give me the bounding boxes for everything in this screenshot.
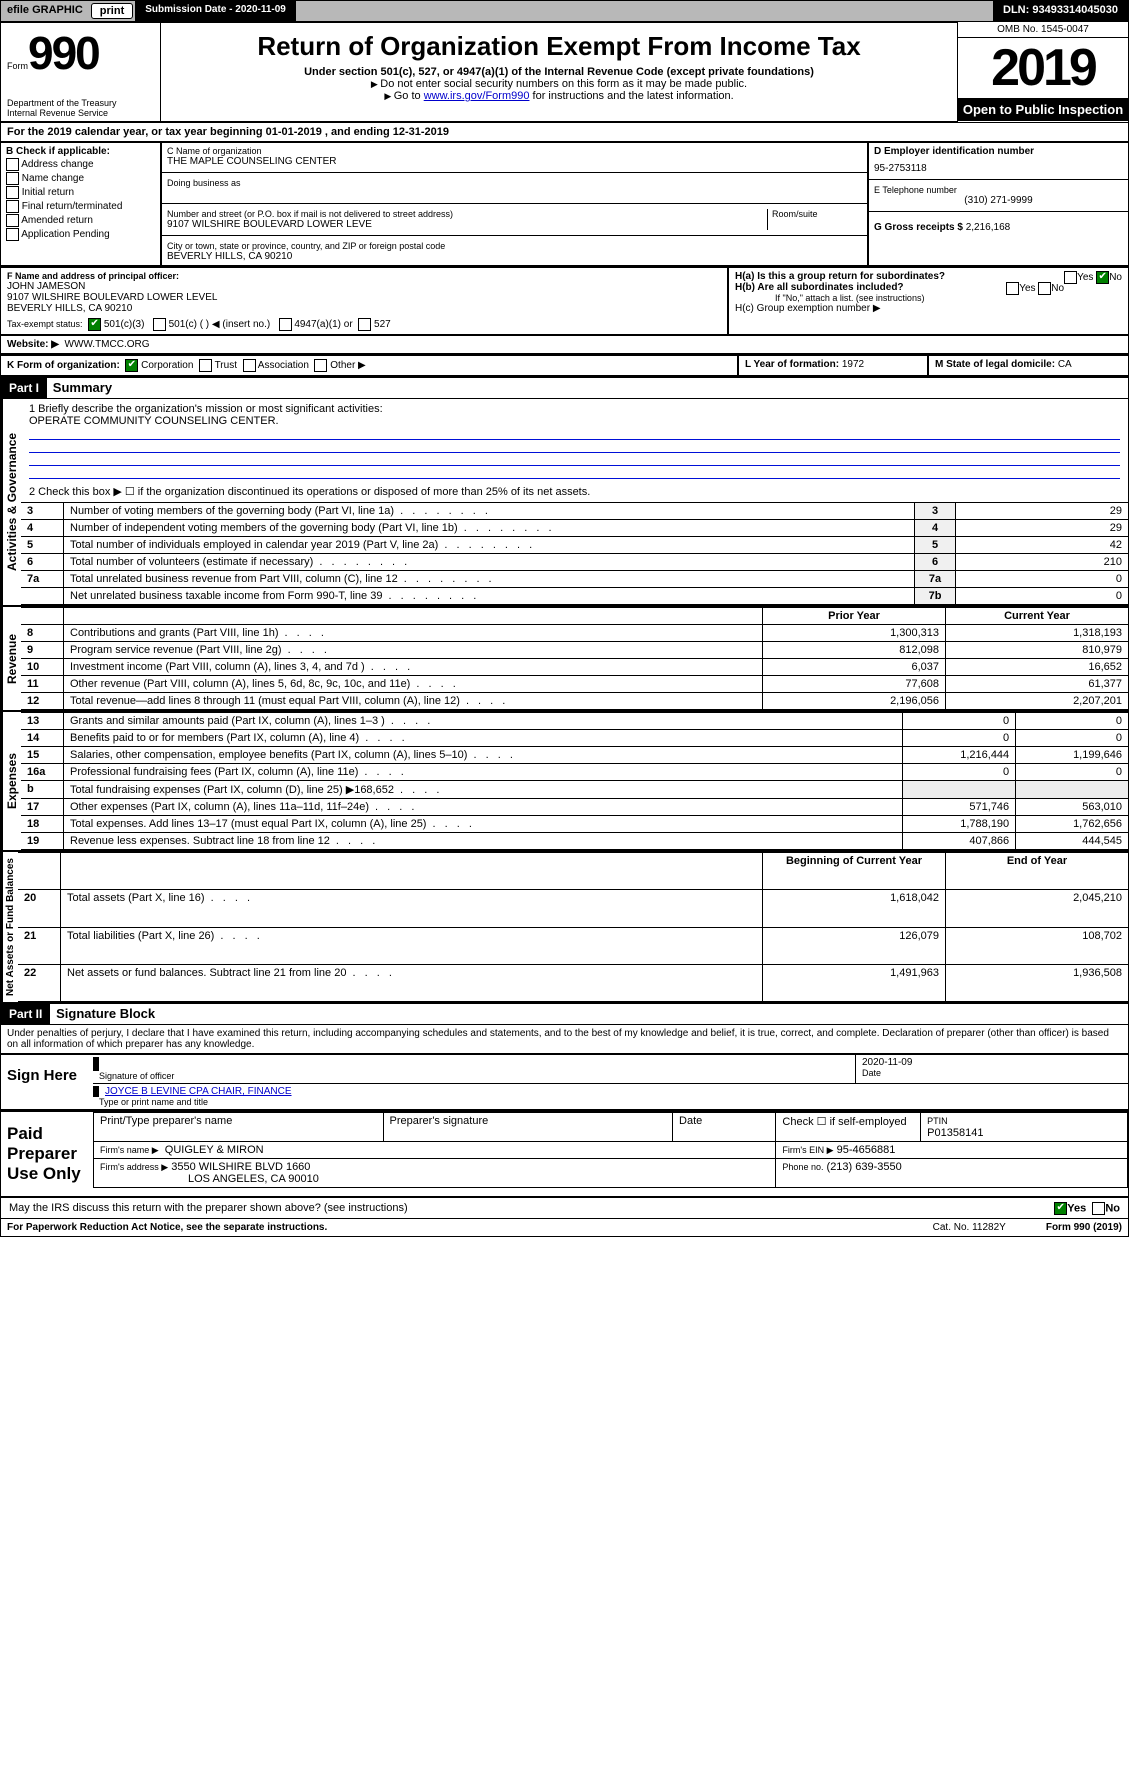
discuss-yes[interactable] [1054,1202,1067,1215]
hb-no[interactable] [1038,282,1051,295]
firm-address: 3550 WILSHIRE BLVD 1660 [171,1161,310,1173]
officer-address: 9107 WILSHIRE BOULEVARD LOWER LEVEL BEVE… [7,292,721,314]
state-domicile: CA [1058,359,1072,370]
ptin: P01358141 [927,1127,983,1139]
perjury-declaration: Under penalties of perjury, I declare th… [1,1025,1128,1053]
fh-row: F Name and address of principal officer:… [1,266,1128,335]
entity-block: B Check if applicable: Address change Na… [1,142,1128,266]
ha-no[interactable] [1096,271,1109,284]
part1-header: Part I Summary [1,376,1128,399]
block-deg: D Employer identification number 95-2753… [868,142,1128,266]
revenue-section: Revenue Prior Year Current Year8 Contrib… [1,605,1128,710]
year-formation: 1972 [842,359,864,370]
discuss-row: May the IRS discuss this return with the… [1,1197,1128,1218]
check-corporation[interactable] [125,359,138,372]
instructions-link[interactable]: www.irs.gov/Form990 [424,90,530,102]
vlabel-revenue: Revenue [1,607,21,710]
block-b: B Check if applicable: Address change Na… [1,142,161,266]
check-501c[interactable] [153,318,166,331]
check-pending[interactable]: Application Pending [6,228,155,241]
group-exemption: H(c) Group exemption number ▶ [735,303,1122,314]
check-trust[interactable] [199,359,212,372]
form-number: Form990 [7,26,154,80]
form-ref: Form 990 (2019) [1046,1222,1122,1233]
ssn-note: Do not enter social security numbers on … [165,78,953,90]
tax-period: For the 2019 calendar year, or tax year … [1,122,1128,142]
vlabel-netassets: Net Assets or Fund Balances [1,852,18,1002]
org-address: 9107 WILSHIRE BOULEVARD LOWER LEVE [167,219,767,230]
check-501c3[interactable] [88,318,101,331]
klm-row: K Form of organization: Corporation Trus… [1,354,1128,376]
submission-date: Submission Date - 2020-11-09 [135,1,296,21]
sign-date: 2020-11-09 [862,1057,1122,1068]
firm-ein: 95-4656881 [837,1144,896,1156]
org-name: THE MAPLE COUNSELING CENTER [167,156,862,167]
footer: For Paperwork Reduction Act Notice, see … [1,1218,1128,1236]
netassets-table: Beginning of Current Year End of Year20 … [18,852,1128,1002]
firm-name: QUIGLEY & MIRON [165,1144,264,1156]
check-final-return[interactable]: Final return/terminated [6,200,155,213]
goto-note: Go to www.irs.gov/Form990 for instructio… [165,90,953,102]
part2-header: Part II Signature Block [1,1002,1128,1025]
sign-here-block: Sign Here Signature of officer 2020-11-0… [1,1053,1128,1110]
block-c: C Name of organization THE MAPLE COUNSEL… [161,142,868,266]
form-container: efile GRAPHIC print Submission Date - 20… [0,0,1129,1237]
discuss-no[interactable] [1092,1202,1105,1215]
check-name-change[interactable]: Name change [6,172,155,185]
inspection-badge: Open to Public Inspection [958,98,1128,121]
vlabel-activities: Activities & Governance [1,399,21,605]
check-amended[interactable]: Amended return [6,214,155,227]
form-subtitle: Under section 501(c), 527, or 4947(a)(1)… [165,66,953,78]
tax-year: 2019 [958,38,1128,98]
department: Department of the Treasury Internal Reve… [7,98,154,118]
firm-phone: (213) 639-3550 [827,1161,902,1173]
part1-body: Activities & Governance 1 Briefly descri… [1,399,1128,605]
check-association[interactable] [243,359,256,372]
ha-yes[interactable] [1064,271,1077,284]
firm-city: LOS ANGELES, CA 90010 [100,1173,319,1185]
org-city: BEVERLY HILLS, CA 90210 [167,251,862,262]
paid-preparer-block: Paid Preparer Use Only Print/Type prepar… [1,1110,1128,1197]
telephone: (310) 271-9999 [874,195,1123,206]
officer-signer[interactable]: JOYCE B LEVINE CPA CHAIR, FINANCE [105,1086,292,1097]
efile-label: efile GRAPHIC [1,1,89,21]
check-address-change[interactable]: Address change [6,158,155,171]
expenses-section: Expenses 13 Grants and similar amounts p… [1,710,1128,850]
top-toolbar: efile GRAPHIC print Submission Date - 20… [1,1,1128,22]
year-box: OMB No. 1545-0047 2019 Open to Public In… [957,22,1128,122]
website-row: Website: ▶ WWW.TMCC.ORG [1,335,1128,354]
gross-receipts: G Gross receipts $ 2,216,168 [869,214,1128,241]
check-other[interactable] [314,359,327,372]
form-title: Return of Organization Exempt From Incom… [165,31,953,62]
expenses-table: 13 Grants and similar amounts paid (Part… [21,712,1128,850]
hb-yes[interactable] [1006,282,1019,295]
line2-discontinued: 2 Check this box ▶ ☐ if the organization… [29,485,1120,498]
print-button[interactable]: print [91,3,133,19]
check-initial-return[interactable]: Initial return [6,186,155,199]
header-row: Form990 Department of the Treasury Inter… [1,22,1128,122]
dln-label: DLN: 93493314045030 [993,1,1128,21]
mission-text: OPERATE COMMUNITY COUNSELING CENTER. [29,415,1120,427]
website-value: WWW.TMCC.ORG [65,339,150,350]
officer-name: JOHN JAMESON [7,281,721,292]
netassets-section: Net Assets or Fund Balances Beginning of… [1,850,1128,1002]
omb-number: OMB No. 1545-0047 [958,22,1128,38]
governance-table: 3 Number of voting members of the govern… [21,502,1128,605]
vlabel-expenses: Expenses [1,712,21,850]
ein: 95-2753118 [874,163,1123,174]
check-4947[interactable] [279,318,292,331]
revenue-table: Prior Year Current Year8 Contributions a… [21,607,1128,710]
check-527[interactable] [358,318,371,331]
